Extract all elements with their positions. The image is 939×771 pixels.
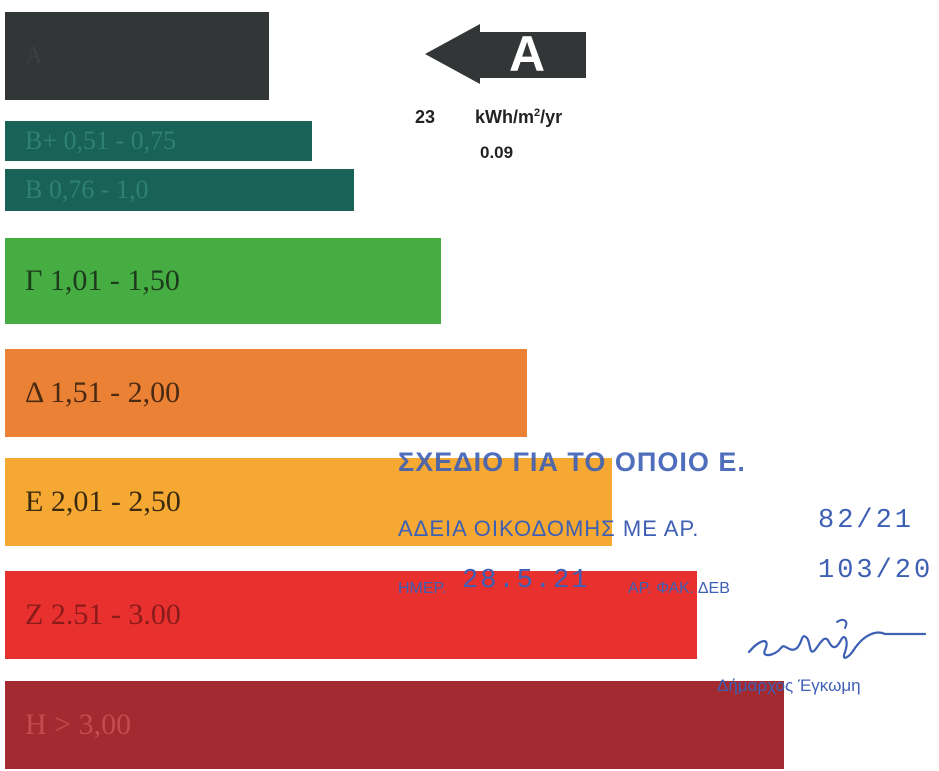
energy-class-label: A	[25, 42, 43, 69]
energy-class-bar-a: A	[5, 12, 269, 100]
signature-icon	[747, 619, 927, 659]
energy-unit-main: kWh/m	[475, 107, 535, 127]
energy-class-label: Γ 1,01 - 1,50	[25, 264, 180, 297]
energy-ratio: 0.09	[480, 143, 514, 162]
stamp-permit-label: ΑΔΕΙΑ ΟΙΚΟΔΟΜΗΣ ΜΕ ΑΡ.	[398, 516, 700, 541]
stamp-file-number: 103/20	[818, 556, 934, 586]
rating-arrow-icon	[425, 24, 586, 84]
stamp-date: 28.5.21	[462, 566, 590, 596]
energy-value: 23	[415, 107, 436, 127]
energy-class-label: B+ 0,51 - 0,75	[25, 126, 177, 155]
energy-class-bar-b: B 0,76 - 1,0	[5, 169, 354, 211]
energy-unit: kWh/m2/yr	[475, 107, 562, 128]
stamp-permit-number: 82/21	[818, 506, 915, 536]
energy-class-bar-gamma: Γ 1,01 - 1,50	[5, 238, 441, 324]
energy-class-bar-z: Z 2.51 - 3.00	[5, 571, 697, 659]
rating-letter: A	[508, 26, 546, 82]
energy-class-bar-h: H > 3,00	[5, 681, 784, 769]
energy-unit-sup: 2	[534, 107, 541, 119]
energy-unit-tail: /yr	[540, 107, 563, 127]
stamp-mayor-title: Δήμαρχος Έγκωμη	[717, 676, 861, 695]
stamp-heading: ΣΧΕΔΙΟ ΓΙΑ ΤΟ ΟΠΟΙΟ Ε.	[398, 447, 746, 477]
energy-class-label: H > 3,00	[25, 708, 132, 741]
energy-class-bar-e: E 2,01 - 2,50	[5, 458, 612, 546]
energy-class-label: B 0,76 - 1,0	[25, 175, 149, 204]
stamp-date-label: ΗΜΕΡ.	[398, 580, 447, 597]
energy-class-label: E 2,01 - 2,50	[25, 485, 181, 518]
energy-class-label: Z 2.51 - 3.00	[25, 598, 181, 631]
energy-class-bar-delta: Δ 1,51 - 2,00	[5, 349, 527, 437]
energy-class-label: Δ 1,51 - 2,00	[25, 376, 181, 409]
energy-class-bar-bplus: B+ 0,51 - 0,75	[5, 121, 312, 161]
stamp-file-label: ΑΡ. ΦΑΚ. ΔΕΒ	[628, 580, 730, 597]
